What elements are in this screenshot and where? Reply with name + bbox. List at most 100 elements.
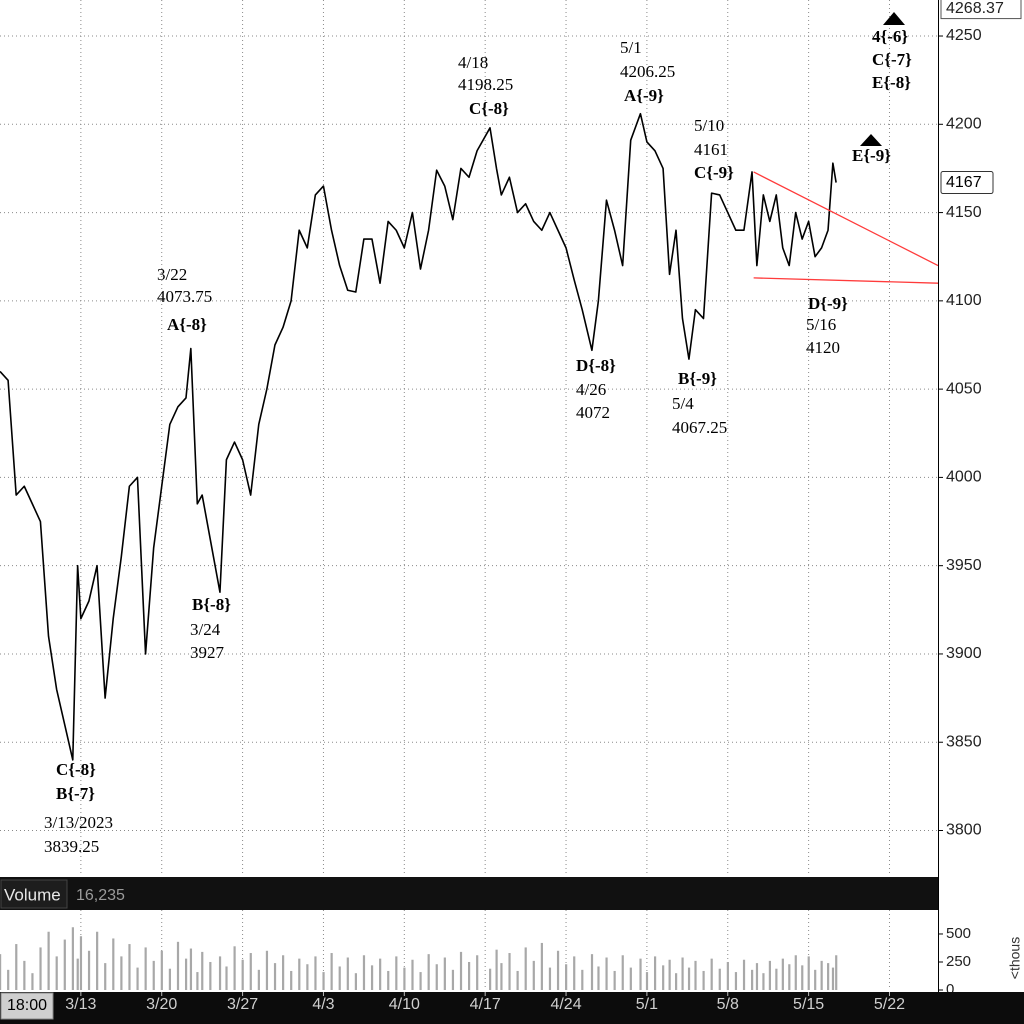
wave-label: D{-8}	[576, 356, 616, 375]
volume-bar	[330, 953, 333, 990]
volume-bar	[411, 959, 414, 990]
x-tick-label: 4/10	[389, 996, 420, 1013]
volume-bar	[144, 947, 147, 990]
x-tick-label: 3/13	[65, 996, 96, 1013]
annotation-text: 4/26	[576, 380, 606, 399]
y-tick-label: 3850	[946, 733, 982, 750]
y-tick-label: 4050	[946, 380, 982, 397]
volume-bar	[7, 969, 10, 990]
volume-bar	[419, 972, 422, 990]
volume-bar	[645, 972, 649, 990]
volume-tick-label: 500	[946, 925, 971, 942]
wave-label: 4{-6}	[872, 27, 908, 46]
volume-bar	[788, 964, 791, 990]
plot	[0, 112, 939, 761]
volume-bar	[629, 967, 632, 990]
volume-bar	[694, 960, 697, 990]
x-tick-label: 5/8	[717, 996, 739, 1013]
wave-label: B{-7}	[56, 784, 95, 803]
up-triangle	[860, 134, 882, 146]
volume-bar	[524, 947, 527, 990]
volume-bar	[775, 968, 778, 990]
annotation-text: 4120	[806, 338, 840, 357]
volume-bar	[379, 958, 382, 990]
wave-label: C{-8}	[469, 99, 509, 118]
volume-bar	[273, 963, 277, 990]
volume-bar	[96, 931, 99, 990]
volume-bar	[476, 955, 479, 990]
volume-bar	[354, 973, 357, 990]
volume-bar	[590, 954, 594, 990]
volume-plot: 0 250 500	[0, 925, 971, 998]
wave-label: C{-8}	[56, 760, 96, 779]
x-tick-label: 3/27	[227, 996, 258, 1013]
volume-bar	[613, 970, 616, 990]
price-line	[0, 112, 837, 761]
volume-bar	[160, 950, 163, 990]
volume-bar	[403, 967, 406, 990]
volume-bar	[314, 956, 317, 990]
volume-bar	[76, 958, 79, 990]
volume-bar	[668, 959, 671, 990]
volume-bar	[556, 950, 560, 990]
volume-bar	[87, 950, 91, 990]
volume-bar	[831, 967, 835, 990]
last-price-label: 4167	[946, 174, 982, 191]
volume-bar	[39, 947, 42, 990]
y-tick-label: 4100	[946, 292, 982, 309]
volume-bar	[451, 969, 455, 990]
volume-bar	[387, 970, 390, 990]
volume-bar	[395, 956, 398, 990]
annotation-text: 3/24	[190, 620, 221, 639]
volume-bar	[120, 956, 123, 990]
high-price-box	[940, 0, 1022, 20]
volume-bar	[573, 956, 576, 990]
volume-bar	[827, 963, 830, 990]
high-price-label: 4268.37	[946, 0, 1004, 17]
annotation-text: 4161	[694, 140, 728, 159]
volume-bar	[734, 972, 738, 990]
y-axis: 3800 3850 3900 3950 4000 4050 4100 4150 4200 4250…	[938, 0, 1022, 839]
x-tick-label: 3/20	[146, 996, 177, 1013]
session-box	[0, 992, 54, 1020]
volume-bar	[762, 973, 765, 990]
volume-bar	[104, 963, 107, 990]
volume-bar	[79, 936, 83, 990]
last-price-box	[940, 171, 994, 195]
volume-bar	[605, 957, 608, 990]
volume-bar	[794, 955, 797, 990]
volume-bar	[495, 949, 498, 990]
volume-bar	[47, 931, 50, 990]
volume-bar	[306, 964, 309, 990]
wave-label: E{-9}	[852, 146, 891, 165]
volume-bar	[136, 967, 139, 990]
volume-bar	[225, 966, 228, 990]
volume-bar	[702, 970, 705, 990]
volume-bar	[781, 958, 784, 990]
x-tick-label: 4/3	[312, 996, 334, 1013]
x-tick-label: 4/24	[550, 996, 581, 1013]
volume-bar	[176, 941, 180, 990]
volume-bar	[189, 948, 193, 990]
volume-bar	[233, 946, 236, 990]
annotation-text: 5/10	[694, 116, 724, 135]
volume-bar	[443, 957, 446, 990]
volume-bar	[196, 972, 199, 990]
volume-bar	[265, 950, 269, 990]
volume-bar	[15, 944, 18, 990]
volume-header	[0, 877, 938, 910]
volume-unit: <thous	[1007, 937, 1023, 979]
volume-bar	[468, 961, 471, 990]
volume-bar	[0, 954, 2, 990]
volume-bar	[290, 970, 293, 990]
volume-bar	[540, 942, 543, 990]
annotations: C{-8} B{-7} 3/13/2023 3839.25 3/22 4073.75 A{-…	[44, 27, 912, 856]
x-axis-strip	[0, 992, 1024, 1024]
wave-label: D{-9}	[808, 294, 848, 313]
volume-bar	[653, 956, 657, 990]
annotation-text: 4198.25	[458, 75, 513, 94]
annotation-text: 4073.75	[157, 287, 212, 306]
volume-bar	[548, 967, 552, 990]
